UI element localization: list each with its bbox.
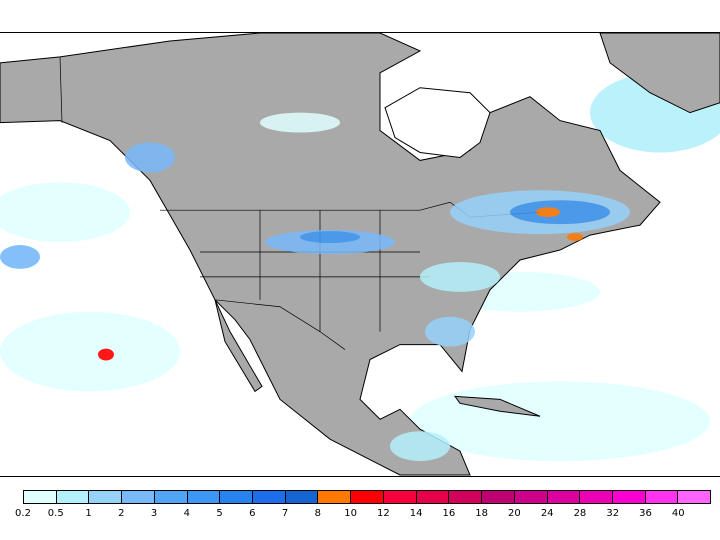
cuba xyxy=(453,395,541,417)
precipitation-map xyxy=(0,32,720,477)
colorbar-label: 4 xyxy=(183,508,190,519)
colorbar-label: 10 xyxy=(344,508,357,519)
colorbar-segment xyxy=(383,491,417,503)
colorbar-segment xyxy=(187,491,221,503)
colorbar-segment xyxy=(154,491,188,503)
colorbar-segment xyxy=(449,491,483,503)
colorbar-label: 24 xyxy=(540,508,554,519)
colorbar-segment xyxy=(89,491,123,503)
colorbar-segment xyxy=(122,491,155,503)
colorbar-segment xyxy=(580,491,613,503)
colorbar-segment xyxy=(547,491,581,503)
colorbar-label: 6 xyxy=(249,508,256,519)
colorbar-segment xyxy=(285,491,319,503)
colorbar-segment xyxy=(253,491,286,503)
colorbar-segment xyxy=(24,491,57,503)
colorbar-segment xyxy=(351,491,384,503)
colorbar-segment xyxy=(612,491,646,503)
colorbar-label: 1 xyxy=(85,508,92,519)
colorbar-label: 40 xyxy=(671,508,685,519)
colorbar-segment xyxy=(482,491,515,503)
baja-california xyxy=(214,299,263,393)
colorbar-label: 14 xyxy=(409,508,423,519)
colorbar-segment xyxy=(56,491,90,503)
colorbar-label: 8 xyxy=(314,508,322,519)
colorbar-segment xyxy=(514,491,548,503)
colorbar-labels: 0.2 0.5 1 2 3 4 5 6 7 8 10 12 14 16 18 20 24 28 32 36 40 xyxy=(15,508,711,522)
hudson-bay xyxy=(384,87,491,158)
colorbar-label: 0.2 xyxy=(15,508,31,519)
colorbar-label: 2 xyxy=(118,508,125,519)
colorbar-label: 0.5 xyxy=(47,508,64,519)
colorbar-label: 18 xyxy=(475,508,489,519)
colorbar-label: 32 xyxy=(606,508,620,519)
colorbar xyxy=(23,490,711,504)
greenland xyxy=(599,33,720,114)
land-precip xyxy=(125,112,630,462)
colorbar-segment xyxy=(318,491,352,503)
colorbar-segment xyxy=(416,491,450,503)
colorbar-label: 16 xyxy=(442,508,456,519)
colorbar-segment xyxy=(678,491,711,503)
colorbar-label: 36 xyxy=(639,508,652,519)
colorbar-label: 20 xyxy=(508,508,521,519)
colorbar-label: 3 xyxy=(150,508,158,519)
colorbar-segment xyxy=(645,491,679,503)
colorbar-segment xyxy=(220,491,254,503)
colorbar-label: 12 xyxy=(377,508,390,519)
colorbar-label: 7 xyxy=(281,508,289,519)
colorbar-label: 28 xyxy=(573,508,587,519)
colorbar-label: 5 xyxy=(216,508,223,519)
